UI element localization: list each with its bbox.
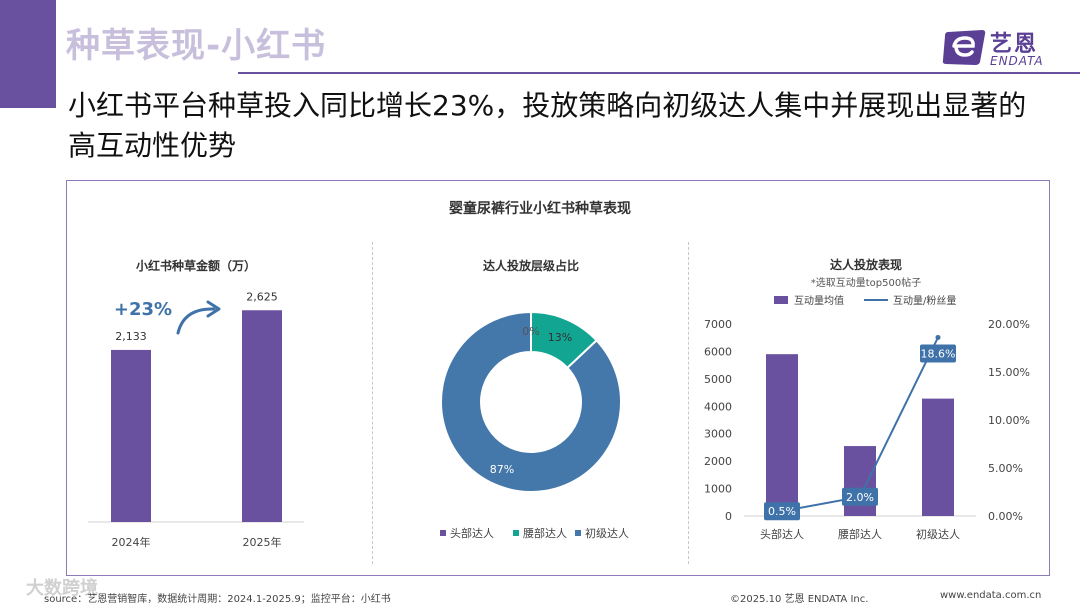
chart3-bar-2 xyxy=(922,398,954,516)
endata-logo: 艺恩 ENDATA xyxy=(942,24,1062,70)
footer-source: source：艺恩营销智库，数据统计周期：2024.1-2025.9；监控平台：… xyxy=(44,594,391,605)
chart3-left-tick-3: 3000 xyxy=(704,428,732,441)
chart1-category-label-0: 2024年 xyxy=(112,535,151,549)
chart3-line-label-box-0 xyxy=(764,502,800,521)
panel-divider-right xyxy=(688,242,689,564)
chart3-title: 达人投放表现 xyxy=(830,257,902,272)
chart3-left-tick-6: 6000 xyxy=(704,345,732,358)
chart3-left-tick-7: 7000 xyxy=(704,318,732,331)
chart3-left-tick-5: 5000 xyxy=(704,373,732,386)
chart3-legend-label-bar: 互动量均值 xyxy=(794,294,844,307)
chart2-legend-swatch-0 xyxy=(440,530,446,536)
chart1-growth-annotation: +23% xyxy=(114,299,172,320)
chart3-category-label-0: 头部达人 xyxy=(760,527,804,541)
chart-panel xyxy=(66,180,1050,576)
chart1-value-label-1: 2,625 xyxy=(246,290,278,303)
chart3-left-tick-1: 1000 xyxy=(704,483,732,496)
chart3-right-tick-4: 20.00% xyxy=(988,318,1030,331)
endata-logo-icon xyxy=(942,30,986,65)
chart2-legend-swatch-1 xyxy=(513,530,519,536)
chart1-title: 小红书种草金额（万） xyxy=(136,258,256,273)
page-title: 种草表现-小红书 xyxy=(66,26,327,66)
footer-copyright: ©2025.10 艺恩 ENDATA Inc. xyxy=(730,594,869,605)
footer-url: www.endata.com.cn xyxy=(940,590,1042,601)
chart2-value-label-2: 87% xyxy=(490,463,514,476)
chart3-category-label-2: 初级达人 xyxy=(916,527,960,541)
title-rule xyxy=(238,72,1080,74)
chart1-growth-arrowhead xyxy=(206,300,221,318)
chart1-growth-arrow xyxy=(176,307,216,335)
panel-divider-left xyxy=(372,242,373,564)
chart3-legend-swatch-bar xyxy=(774,296,788,304)
chart3-line-point-2 xyxy=(935,334,941,340)
chart3-right-tick-2: 10.00% xyxy=(988,414,1030,427)
chart2-legend-label-1: 腰部达人 xyxy=(523,526,567,540)
chart3-right-tick-3: 15.00% xyxy=(988,366,1030,379)
watermark: 大数跨境 xyxy=(26,578,98,599)
chart3-right-tick-0: 0.00% xyxy=(988,510,1023,523)
chart2-title: 达人投放层级占比 xyxy=(483,258,579,273)
chart3-line-label-box-1 xyxy=(842,487,878,506)
chart3-right-tick-1: 5.00% xyxy=(988,462,1023,475)
headline: 小红书平台种草投入同比增长23%，投放策略向初级达人集中并展现出显著的高互动性优… xyxy=(68,89,1027,162)
chart1-bar-1 xyxy=(242,310,282,522)
chart3-left-tick-0: 0 xyxy=(725,510,732,523)
chart2-legend-label-0: 头部达人 xyxy=(450,526,494,540)
chart3-line-label-2: 18.6% xyxy=(921,347,956,360)
chart3-category-label-1: 腰部达人 xyxy=(838,527,882,541)
chart2-legend-label-2: 初级达人 xyxy=(585,526,629,540)
chart2-value-label-1: 13% xyxy=(548,331,572,344)
chart3-line-label-box-2 xyxy=(920,344,956,363)
chart3-subtitle: *选取互动量top500帖子 xyxy=(811,276,921,289)
chart3-left-tick-2: 2000 xyxy=(704,455,732,468)
chart1-bar-0 xyxy=(111,349,151,522)
corner-accent-block xyxy=(0,0,56,108)
chart2-value-label-0: 0% xyxy=(522,325,539,338)
chart3-line-label-1: 2.0% xyxy=(846,491,874,504)
chart2-slice-2 xyxy=(440,310,622,493)
chart3-left-tick-4: 4000 xyxy=(704,400,732,413)
chart1-value-label-0: 2,133 xyxy=(115,330,147,343)
panel-title: 婴童尿裤行业小红书种草表现 xyxy=(449,201,631,217)
chart2-legend-swatch-2 xyxy=(575,530,581,536)
logo-cn-text: 艺恩 xyxy=(990,32,1039,57)
chart3-line-label-0: 0.5% xyxy=(768,505,796,518)
logo-en-text: ENDATA xyxy=(990,54,1044,68)
chart3-legend-label-line: 互动量/粉丝量 xyxy=(893,294,956,307)
chart1-category-label-1: 2025年 xyxy=(243,535,282,549)
chart3-bar-0 xyxy=(766,354,798,516)
